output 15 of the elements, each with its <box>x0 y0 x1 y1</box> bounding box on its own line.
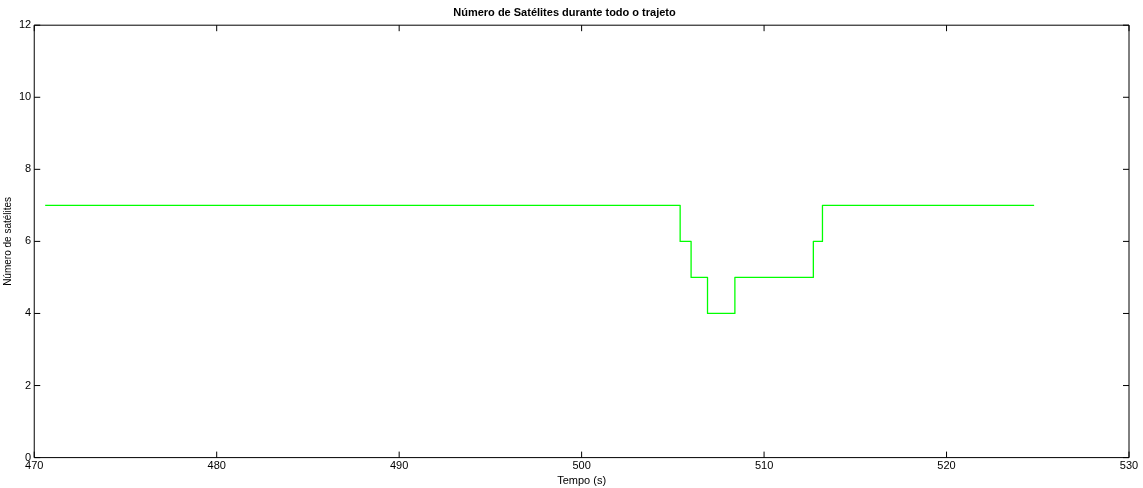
x-tick-label: 530 <box>1119 459 1139 472</box>
x-tick-label: 510 <box>754 459 774 472</box>
x-axis-title: Tempo (s) <box>557 474 607 487</box>
y-tick-label: 8 <box>25 162 32 175</box>
y-tick-label: 4 <box>25 306 32 319</box>
x-tick-label: 480 <box>207 459 226 472</box>
x-tick-label: 500 <box>572 459 591 472</box>
y-tick-label: 10 <box>18 90 32 103</box>
y-tick-label: 2 <box>25 378 32 391</box>
x-tick-label: 520 <box>937 459 956 472</box>
y-tick-label: 12 <box>18 18 32 31</box>
chart-title: Número de Satélites durante todo o trajeto <box>453 5 677 18</box>
x-tick-label: 490 <box>389 459 409 472</box>
y-axis-title: Número de satélites <box>1 196 13 286</box>
y-tick-label: 6 <box>25 234 32 247</box>
